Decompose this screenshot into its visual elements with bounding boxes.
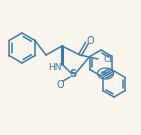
Text: S: S (69, 69, 77, 79)
Text: Abs: Abs (100, 71, 111, 76)
Text: Cl: Cl (104, 55, 113, 63)
Text: HN: HN (48, 63, 62, 72)
Text: O: O (86, 36, 94, 46)
Text: O: O (56, 80, 64, 90)
